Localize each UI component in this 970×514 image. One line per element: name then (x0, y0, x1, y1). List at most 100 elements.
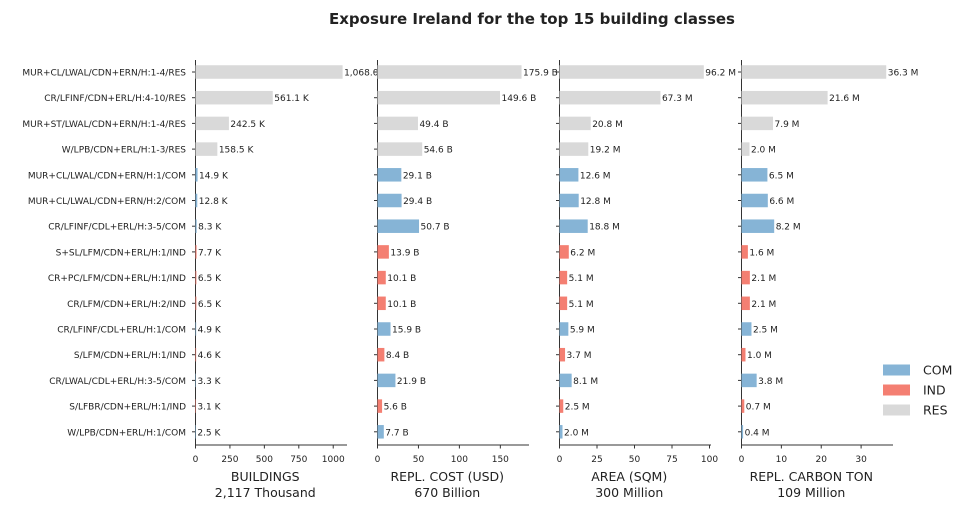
x-tick-label: 0 (375, 455, 381, 465)
category-label: CR/LWAL/CDL+ERL/H:3-5/COM (49, 377, 186, 387)
bar-com (559, 168, 579, 182)
data-label: 5.9 M (570, 326, 595, 336)
legend-label: IND (923, 383, 946, 398)
bar-com (377, 425, 384, 439)
bar-ind (741, 347, 746, 362)
data-label: 6.5 M (769, 171, 794, 181)
x-tick-label: 75 (666, 455, 677, 465)
data-label: 21.9 B (397, 377, 426, 387)
bar-res (195, 90, 273, 105)
data-label: 1,068.0 K (344, 69, 388, 79)
bar-ind (377, 399, 383, 413)
category-label: S/LFBR/CDN+ERL/H:1/IND (69, 403, 186, 413)
x-axis-subtitle: 300 Million (595, 485, 663, 500)
bar-com (195, 322, 197, 336)
legend-swatch-com (883, 364, 910, 376)
category-label: MUR+ST/LWAL/CDN+ERN/H:1-4/RES (22, 120, 186, 130)
bar-ind (741, 296, 750, 311)
category-label: MUR+CL/LWAL/CDN+ERN/H:1-4/RES (22, 69, 186, 79)
x-tick-label: 0 (193, 455, 199, 465)
data-label: 0.4 M (745, 428, 770, 438)
bar-com (377, 322, 391, 336)
data-label: 8.2 M (776, 223, 801, 233)
bar-res (195, 142, 218, 156)
data-label: 175.9 B (523, 69, 558, 79)
x-axis-label: AREA (SQM) (591, 469, 667, 484)
x-tick-label: 150 (492, 455, 509, 465)
bar-res (741, 65, 887, 79)
x-tick-label: 0 (739, 455, 745, 465)
bar-res (741, 90, 828, 105)
data-label: 20.8 M (592, 120, 623, 130)
category-label: CR/LFINF/CDL+ERL/H:1/COM (57, 326, 186, 336)
x-axis-subtitle: 670 Billion (414, 485, 480, 500)
bar-res (195, 65, 343, 79)
data-label: 1.6 M (749, 248, 774, 258)
bar-res (559, 90, 661, 105)
data-label: 7.9 M (774, 120, 799, 130)
bar-com (377, 168, 402, 182)
bar-com (741, 168, 768, 182)
bar-com (377, 193, 402, 208)
bar-res (195, 116, 229, 131)
data-label: 2.0 M (564, 428, 589, 438)
bar-ind (377, 296, 386, 311)
x-tick-label: 0 (557, 455, 563, 465)
data-label: 5.1 M (569, 300, 594, 310)
category-label: MUR+CL/LWAL/CDN+ERN/H:1/COM (28, 171, 186, 181)
data-label: 29.4 B (403, 197, 432, 207)
data-label: 7.7 K (198, 248, 222, 258)
data-label: 12.8 M (580, 197, 611, 207)
category-label: CR/LFM/CDN+ERL/H:2/IND (67, 300, 186, 310)
bar-res (559, 142, 589, 156)
data-label: 242.5 K (230, 120, 266, 130)
data-label: 1.0 M (747, 351, 772, 361)
data-label: 54.6 B (424, 146, 453, 156)
data-label: 8.4 B (386, 351, 409, 361)
x-tick-label: 20 (816, 455, 828, 465)
bar-res (377, 116, 418, 131)
bar-com (741, 425, 744, 439)
bar-com (559, 193, 579, 208)
x-axis-label: REPL. CARBON TON (750, 469, 873, 484)
bar-res (559, 65, 704, 79)
x-tick-label: 100 (451, 455, 468, 465)
data-label: 14.9 K (199, 171, 229, 181)
data-label: 7.7 B (385, 428, 408, 438)
x-axis-subtitle: 109 Million (777, 485, 845, 500)
category-label: CR/LFINF/CDL+ERL/H:3-5/COM (48, 223, 186, 233)
bar-res (741, 116, 773, 131)
data-label: 4.6 K (198, 351, 222, 361)
legend-label: RES (923, 403, 948, 418)
bar-ind (741, 399, 745, 413)
data-label: 12.6 M (580, 171, 611, 181)
x-tick-label: 750 (290, 455, 307, 465)
x-tick-label: 1000 (322, 455, 345, 465)
legend-swatch-ind (883, 384, 910, 396)
x-tick-label: 100 (701, 455, 718, 465)
x-axis-label: BUILDINGS (231, 469, 300, 484)
data-label: 18.8 M (589, 223, 620, 233)
data-label: 3.1 K (197, 403, 221, 413)
data-label: 2.1 M (751, 300, 776, 310)
x-tick-label: 25 (591, 455, 602, 465)
bar-com (195, 168, 198, 182)
x-tick-label: 250 (221, 455, 238, 465)
category-label: S+SL/LFM/CDN+ERL/H:1/IND (56, 248, 186, 258)
category-label: W/LPB/CDN+ERL/H:1/COM (67, 428, 186, 438)
x-axis-label: REPL. COST (USD) (390, 469, 504, 484)
bar-res (559, 116, 591, 131)
data-label: 96.2 M (705, 69, 736, 79)
data-label: 67.3 M (662, 94, 693, 104)
bar-ind (559, 270, 568, 285)
bar-ind (195, 245, 197, 259)
x-axis-subtitle: 2,117 Thousand (215, 485, 316, 500)
data-label: 5.1 M (569, 274, 594, 284)
bar-com (559, 425, 563, 439)
bar-ind (195, 270, 197, 285)
bar-com (377, 373, 396, 388)
data-label: 2.5 M (565, 403, 590, 413)
legend-label: COM (923, 363, 952, 378)
